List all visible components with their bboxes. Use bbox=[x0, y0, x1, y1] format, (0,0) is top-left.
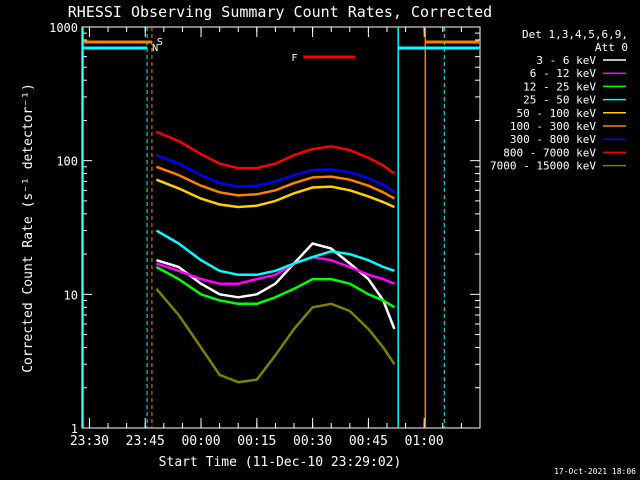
legend-label: 12 - 25 keV bbox=[523, 80, 596, 93]
series-line bbox=[155, 153, 396, 194]
flare-flag-label: F bbox=[291, 53, 297, 64]
night-flag-label: N bbox=[152, 43, 158, 54]
x-tick-label: 00:45 bbox=[349, 434, 388, 449]
legend-header: Att 0 bbox=[595, 41, 628, 54]
legend-label: 25 - 50 keV bbox=[523, 94, 596, 107]
series-line bbox=[155, 165, 396, 200]
legend-label: 3 - 6 keV bbox=[536, 54, 596, 67]
legend-label: 300 - 800 keV bbox=[510, 133, 596, 146]
y-tick-label: 10 bbox=[64, 288, 78, 302]
legend-header: Det 1,3,4,5,6,9, bbox=[522, 28, 628, 41]
saa-flag-label: S bbox=[157, 37, 163, 48]
series-group bbox=[155, 130, 396, 384]
x-axis-ticks: 23:30 23:45 00:00 00:15 00:30 00:45 01:00 bbox=[70, 27, 481, 449]
legend-label: 800 - 7000 keV bbox=[503, 146, 596, 159]
series-line bbox=[155, 287, 396, 384]
legend-label: 6 - 12 keV bbox=[530, 67, 597, 80]
x-tick-label: 00:30 bbox=[293, 434, 332, 449]
series-line bbox=[155, 265, 396, 309]
x-tick-label: 01:00 bbox=[405, 434, 444, 449]
mode-markers: SN F bbox=[82, 27, 479, 428]
legend-label: 100 - 300 keV bbox=[510, 120, 596, 133]
footer-date: 17-Oct-2021 18:06 bbox=[554, 467, 636, 476]
x-tick-label: 00:15 bbox=[237, 434, 276, 449]
x-tick-label: 23:30 bbox=[70, 434, 109, 449]
x-axis-label: Start Time (11-Dec-10 23:29:02) bbox=[159, 455, 402, 470]
y-tick-label: 1000 bbox=[49, 21, 78, 35]
legend-label: 50 - 100 keV bbox=[517, 107, 597, 120]
series-line bbox=[155, 130, 396, 175]
y-tick-label: 1 bbox=[71, 422, 78, 436]
series-line bbox=[156, 255, 395, 285]
y-axis-label: Corrected Count Rate (s⁻¹ detector⁻¹) bbox=[21, 83, 36, 373]
series-line bbox=[155, 229, 395, 277]
chart-title: RHESSI Observing Summary Count Rates, Co… bbox=[68, 3, 492, 21]
y-tick-label: 100 bbox=[56, 155, 78, 169]
plot-frame bbox=[81, 26, 481, 429]
series-line bbox=[155, 178, 395, 209]
series-line bbox=[156, 242, 396, 330]
x-tick-label: 00:00 bbox=[181, 434, 220, 449]
x-tick-label: 23:45 bbox=[126, 434, 165, 449]
legend-label: 7000 - 15000 keV bbox=[490, 160, 596, 173]
